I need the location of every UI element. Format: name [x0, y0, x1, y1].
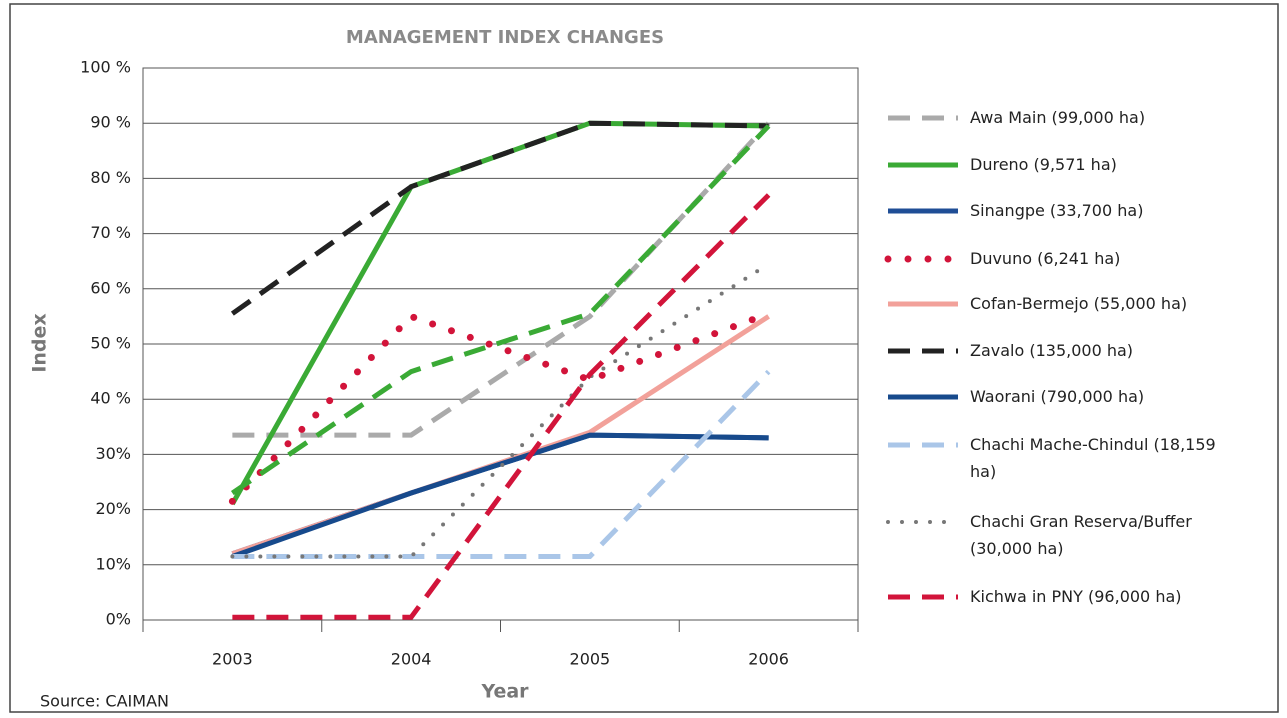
series-line [230, 261, 771, 559]
legend-label: Zavalo (135,000 ha) [970, 341, 1134, 360]
legend-label: Chachi Mache-Chindul (18,159 ha) [970, 435, 1216, 481]
legend-label: Cofan-Bermejo (55,000 ha) [970, 294, 1188, 313]
source: Source: CAIMAN [40, 692, 169, 711]
series-line [232, 369, 771, 560]
y-axis-label: Index [29, 313, 51, 372]
legend-label: Awa Main (99,000 ha) [970, 108, 1146, 127]
y-tick-label: 70 % [90, 223, 131, 242]
chart-title: MANAGEMENT INDEX CHANGES [346, 27, 664, 48]
x-tick-label: 2006 [748, 650, 789, 669]
y-tick-label: 0% [106, 610, 131, 629]
y-tick-label: 10% [95, 554, 131, 573]
series-line [230, 120, 769, 506]
legend-label: Waorani (790,000 ha) [970, 387, 1145, 406]
frame [9, 3, 1279, 713]
legend-label: Dureno (9,571 ha) [970, 155, 1117, 174]
x-tick-label: 2003 [212, 650, 253, 669]
y-tick-label: 80 % [90, 168, 131, 187]
legend-label: Duvuno (6,241 ha) [970, 249, 1121, 268]
series-line [231, 432, 769, 557]
legend-label: Kichwa in PNY (96,000 ha) [970, 587, 1182, 606]
y-tick-label: 100 % [80, 58, 131, 77]
y-tick-label: 40 % [90, 389, 131, 408]
x-axis-label: Year [480, 681, 529, 703]
series-line [230, 124, 771, 496]
y-tick-label: 60 % [90, 278, 131, 297]
series-line [230, 120, 769, 316]
y-tick-label: 50 % [90, 334, 131, 353]
x-tick-label: 2005 [570, 650, 611, 669]
legend-label: Sinangpe (33,700 ha) [970, 201, 1144, 220]
x-tick-label: 2004 [391, 650, 432, 669]
legend-label: Chachi Gran Reserva/Buffer (30,000 ha) [970, 512, 1192, 558]
y-tick-label: 30% [95, 444, 131, 463]
series-line [231, 432, 769, 559]
y-tick-label: 20% [95, 499, 131, 518]
series-line [232, 193, 771, 620]
y-tick-label: 90 % [90, 113, 131, 132]
series-line [228, 310, 773, 505]
